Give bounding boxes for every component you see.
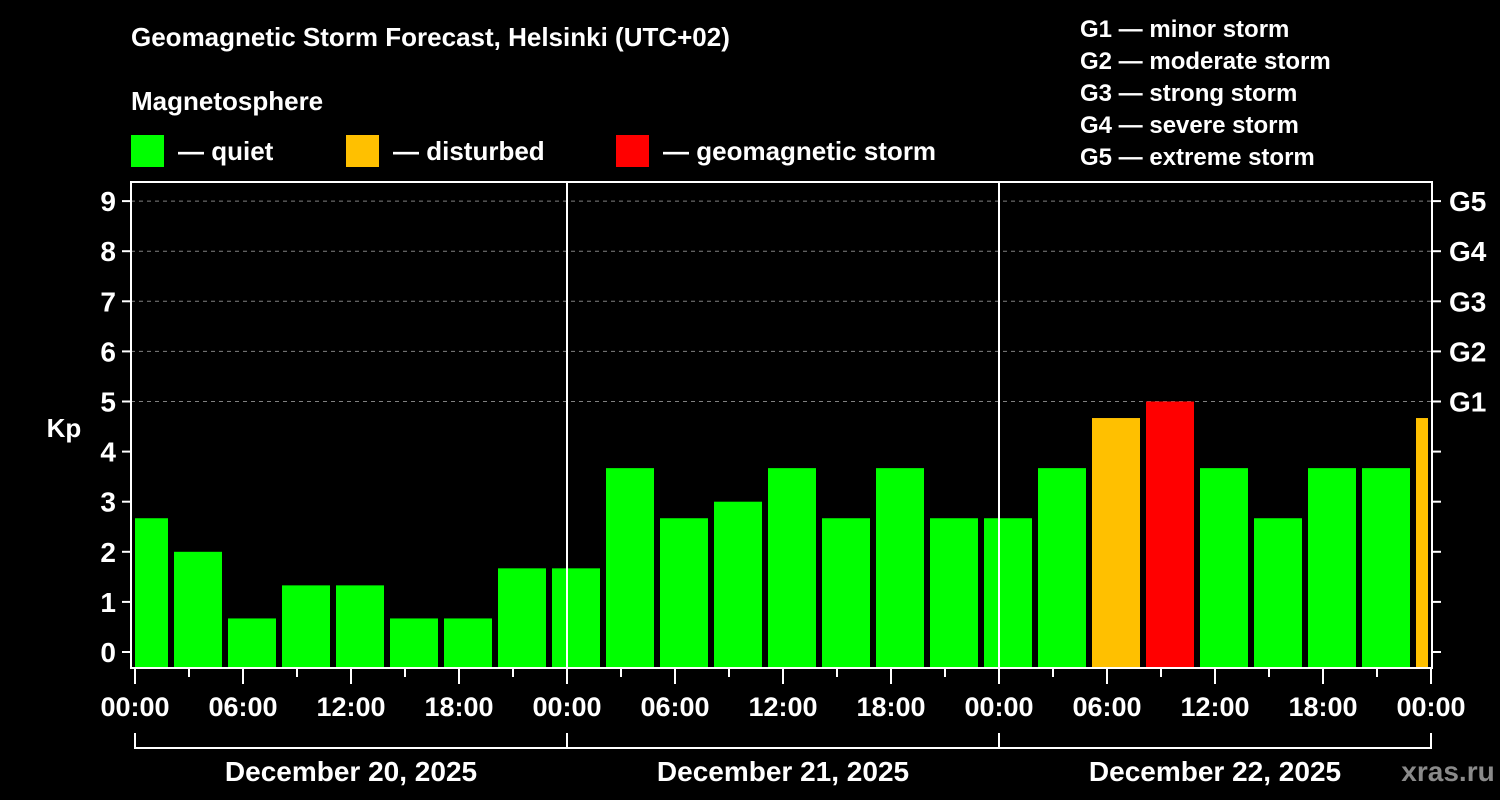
x-tick-label: 12:00: [316, 692, 385, 722]
g-scale-label: G4: [1449, 236, 1487, 267]
kp-bar: [336, 585, 384, 668]
legend-label-quiet: — quiet: [178, 135, 274, 166]
y-tick-label: 6: [100, 336, 116, 367]
y-tick-label: 5: [100, 387, 116, 418]
kp-bar: [606, 468, 654, 668]
x-tick-label: 12:00: [1180, 692, 1249, 722]
kp-bar: [768, 468, 816, 668]
y-tick-label: 2: [100, 537, 116, 568]
kp-bar: [282, 585, 330, 668]
legend-label-storm: — geomagnetic storm: [663, 135, 937, 166]
storm-swatch-icon: [616, 135, 649, 167]
kp-bar: [984, 518, 1032, 668]
plot-frame: [130, 181, 1433, 669]
y-tick-label: 7: [100, 286, 116, 317]
date-bracket: [134, 733, 1432, 749]
kp-bar: [390, 618, 438, 668]
y-axis-label: Kp: [47, 413, 82, 443]
g-scale-item: G2 — moderate storm: [1080, 48, 1331, 75]
x-tick-label: 12:00: [748, 692, 817, 722]
x-tick-label: 00:00: [532, 692, 601, 722]
g-scale-item: G1 — minor storm: [1080, 16, 1290, 43]
g-scale-label: G5: [1449, 186, 1486, 217]
kp-bars: [135, 401, 1428, 668]
kp-bar: [228, 618, 276, 668]
y-tick-label: 3: [100, 487, 116, 518]
chart-title: Geomagnetic Storm Forecast, Helsinki (UT…: [131, 22, 730, 52]
x-tick-label: 18:00: [424, 692, 493, 722]
legend-item-disturbed: — disturbed: [346, 134, 545, 168]
chart-subtitle: Magnetosphere: [131, 86, 324, 116]
kp-bar: [714, 501, 762, 668]
kp-bar: [135, 518, 168, 668]
x-tick-label: 18:00: [1288, 692, 1357, 722]
legend-item-storm: — geomagnetic storm: [616, 134, 936, 168]
quiet-swatch-icon: [131, 135, 164, 167]
y-tick-label: 0: [100, 637, 116, 668]
g-scale-label: G2: [1449, 336, 1486, 367]
kp-bar: [552, 568, 600, 668]
x-tick-label: 06:00: [208, 692, 277, 722]
date-label: December 22, 2025: [1089, 756, 1341, 787]
kp-bar: [174, 551, 222, 668]
g-scale-item: G4 — severe storm: [1080, 112, 1299, 139]
kp-bar: [1092, 418, 1140, 668]
y-tick-label: 1: [100, 587, 116, 618]
kp-bar: [1038, 468, 1086, 668]
kp-bar: [1308, 468, 1356, 668]
y-tick-label: 9: [100, 186, 116, 217]
watermark: xras.ru: [1401, 756, 1494, 787]
kp-bar: [444, 618, 492, 668]
disturbed-swatch-icon: [346, 135, 379, 167]
kp-bar: [1254, 518, 1302, 668]
x-tick-label: 06:00: [640, 692, 709, 722]
g-scale-label: G3: [1449, 286, 1486, 317]
g-scale-axis: G1 G2 G3 G4 G5: [1432, 186, 1487, 653]
x-tick-label: 00:00: [964, 692, 1033, 722]
g-scale-legend: G1 — minor storm G2 — moderate storm G3 …: [1080, 14, 1331, 174]
kp-bar: [498, 568, 546, 668]
legend-label-disturbed: — disturbed: [393, 135, 545, 166]
date-label: December 20, 2025: [225, 756, 477, 787]
y-tick-label: 8: [100, 236, 116, 267]
x-axis: 00:00 06:00 12:00 18:00 00:00 06:00 12:00 18:00…: [100, 668, 1466, 722]
g-scale-label: G1: [1449, 387, 1486, 418]
kp-bar: [1200, 468, 1248, 668]
kp-bar: [930, 518, 978, 668]
kp-bar: [822, 518, 870, 668]
g-scale-item: G5 — extreme storm: [1080, 144, 1315, 171]
grid-lines: [131, 200, 1432, 402]
kp-bar: [876, 468, 924, 668]
kp-bar: [1416, 418, 1428, 668]
kp-bar: [1362, 468, 1410, 668]
x-tick-label: 00:00: [1396, 692, 1465, 722]
g-scale-item: G3 — strong storm: [1080, 80, 1298, 107]
y-axis: 0 1 2 3 4 5 6 7 8 9: [100, 186, 131, 668]
date-label: December 21, 2025: [657, 756, 909, 787]
kp-bar: [1146, 401, 1194, 668]
y-tick-label: 4: [100, 437, 116, 468]
x-tick-label: 18:00: [856, 692, 925, 722]
x-tick-label: 06:00: [1072, 692, 1141, 722]
legend-item-quiet: — quiet: [131, 134, 273, 168]
x-tick-label: 00:00: [100, 692, 169, 722]
kp-bar: [660, 518, 708, 668]
